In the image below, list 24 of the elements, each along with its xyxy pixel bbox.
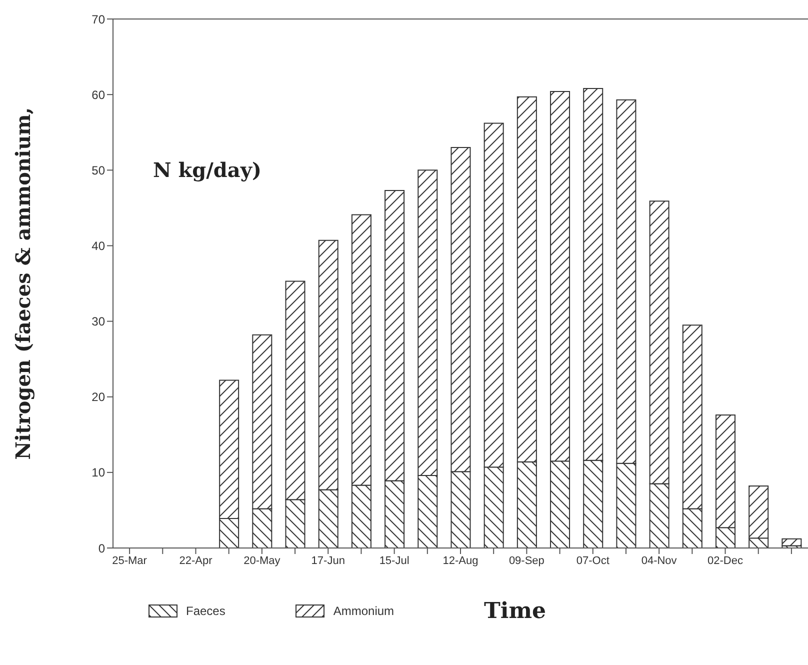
y-tick-label: 30 (92, 314, 106, 329)
x-tick-label: 07-Oct (576, 554, 610, 567)
x-tick-label: 12-Aug (442, 554, 478, 567)
x-tick-label: 25-Mar (112, 554, 148, 567)
x-tick-label: 02-Dec (708, 554, 744, 567)
x-axis-title: Time (484, 598, 546, 624)
y-tick-label: 70 (92, 12, 106, 26)
x-tick-label: 17-Jun (311, 554, 345, 567)
x-tick-label: 20-May (244, 554, 281, 567)
bar (782, 538, 802, 546)
legend-label: Faeces (186, 604, 226, 618)
y-tick-label: 60 (92, 88, 106, 102)
x-tick-label: 22-Apr (179, 554, 213, 567)
y-tick-label: 10 (92, 466, 106, 480)
x-tick-label: 04-Nov (641, 554, 678, 567)
annotation: N kg/day) (153, 158, 262, 182)
legend-label: Ammonium (333, 604, 394, 618)
x-tick-label: 09-Sep (508, 554, 544, 567)
y-axis-title: Nitrogen (faeces & ammonium, (11, 107, 36, 460)
y-tick-label: 20 (92, 390, 106, 404)
x-tick-label: 15-Jul (379, 554, 410, 567)
y-tick-label: 40 (92, 238, 106, 253)
y-tick-label: 50 (92, 163, 106, 178)
y-tick-label: 0 (98, 541, 106, 556)
